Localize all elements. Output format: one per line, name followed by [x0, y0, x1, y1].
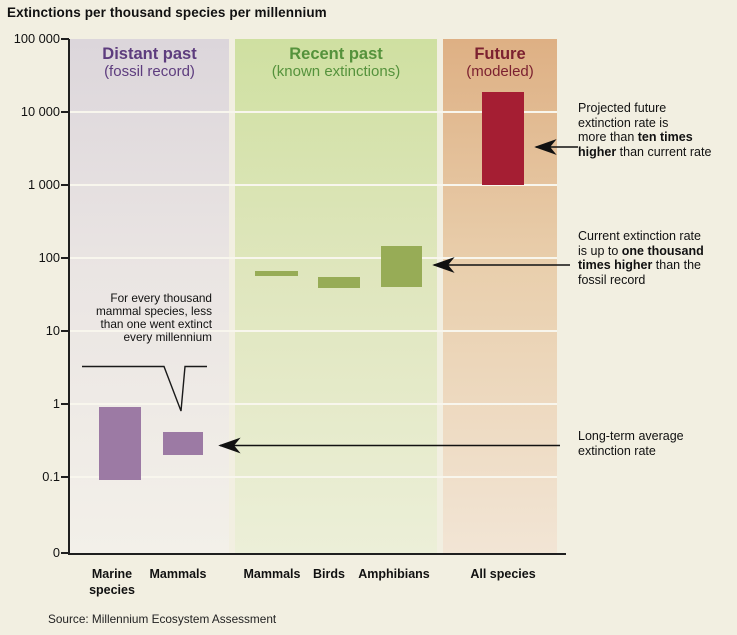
annotation-longterm-rate: Long-term average extinction rate [578, 429, 684, 458]
panel-header-distant-past: Distant past (fossil record) [70, 45, 229, 81]
y-tick-label: 0.1 [42, 469, 60, 484]
y-tick-mark [61, 476, 69, 478]
bar-mammals [163, 431, 203, 456]
annotation-text: Current extinction rate is up to [578, 229, 701, 258]
bar-all-species [482, 91, 524, 185]
panel-subtitle: (known extinctions) [271, 63, 401, 80]
annotation-text-bold: one thousand times higher [578, 243, 704, 273]
callout-mammal-note: For every thousand mammal species, less … [95, 291, 212, 344]
panel-distant-past: Distant past (fossil record) [70, 39, 229, 554]
y-tick-label: 1 [52, 396, 60, 411]
y-axis-line [68, 39, 70, 555]
annotation-text-bold: ten times higher [578, 130, 693, 160]
annotation-future-rate: Projected future extinction rate is more… [578, 101, 736, 160]
y-tick-label: 0 [52, 545, 60, 560]
category-label: Mammals [149, 567, 207, 581]
gridline [70, 403, 557, 405]
y-tick-mark [61, 330, 69, 332]
source-note: Source: Millennium Ecosystem Assessment [48, 612, 277, 626]
panel-title: Recent past [289, 45, 383, 63]
bar-mammals [254, 271, 298, 276]
chart-title: Extinctions per thousand species per mil… [7, 5, 327, 20]
gridline [70, 476, 557, 478]
bar-amphibians [380, 246, 422, 288]
y-tick-label: 1 000 [27, 177, 60, 192]
panel-subtitle: (modeled) [466, 63, 534, 80]
y-tick-mark [61, 257, 69, 259]
gridline [70, 257, 557, 259]
panel-recent-past: Recent past (known extinctions) [235, 39, 437, 554]
panel-title: Distant past [102, 45, 197, 63]
y-tick-mark [61, 403, 69, 405]
gridline [70, 184, 557, 186]
panel-subtitle: (fossil record) [104, 63, 195, 80]
panel-header-future: Future (modeled) [443, 45, 557, 81]
annotation-text: Projected future extinction rate is more… [578, 101, 669, 145]
gridline [70, 111, 557, 113]
bar-birds [318, 276, 360, 288]
y-tick-label: 10 [45, 323, 60, 338]
y-tick-mark [61, 184, 69, 186]
y-tick-mark [61, 38, 69, 40]
y-tick-label: 10 000 [20, 104, 60, 119]
category-label: All species [470, 567, 536, 581]
gridline [70, 330, 557, 332]
y-tick-mark [61, 111, 69, 113]
bar-marine-species [99, 407, 141, 481]
y-tick-label: 100 [38, 250, 60, 265]
category-label: Mammals [243, 567, 301, 581]
category-label: Amphibians [358, 567, 430, 581]
category-label: Marine species [89, 567, 135, 597]
x-axis-line [68, 553, 566, 555]
panel-title: Future [474, 45, 526, 63]
panel-header-recent-past: Recent past (known extinctions) [235, 45, 437, 81]
annotation-text: than the fossil record [578, 258, 701, 288]
y-tick-label: 100 000 [13, 31, 60, 46]
category-label: Birds [313, 567, 345, 581]
y-tick-mark [61, 552, 69, 554]
annotation-current-rate: Current extinction rate is up to one tho… [578, 229, 737, 288]
annotation-text: than current rate [616, 145, 712, 160]
